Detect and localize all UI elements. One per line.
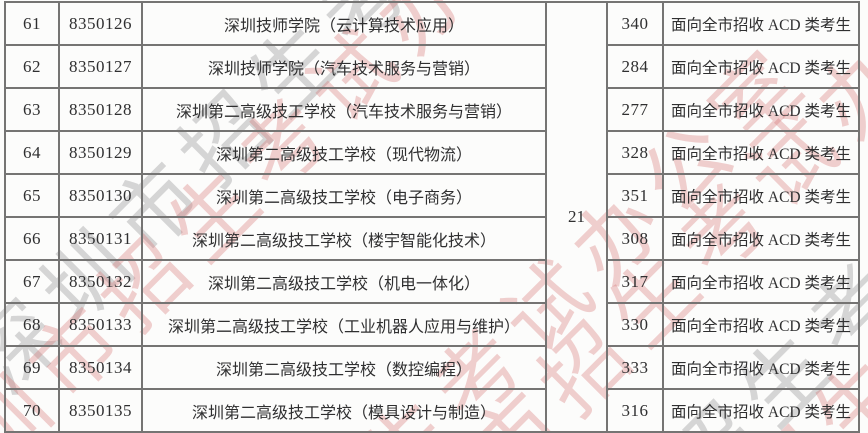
row-number-cell: 63 bbox=[4, 87, 60, 132]
table-row: 64 8350129 深圳第二高级技工学校（现代物流） 328 面向全市招收 A… bbox=[4, 130, 860, 175]
recruit-note-cell: 面向全市招收 ACD 类考生 bbox=[662, 302, 860, 347]
recruit-note-cell: 面向全市招收 ACD 类考生 bbox=[662, 173, 860, 218]
row-number-cell: 61 bbox=[4, 1, 60, 46]
table-row: 66 8350131 深圳第二高级技工学校（楼宇智能化技术） 308 面向全市招… bbox=[4, 216, 860, 261]
school-code-cell: 8350133 bbox=[58, 302, 143, 347]
table-row: 67 8350132 深圳第二高级技工学校（机电一体化） 317 面向全市招收 … bbox=[4, 259, 860, 304]
table-row: 69 8350134 深圳第二高级技工学校（数控编程） 333 面向全市招收 A… bbox=[4, 345, 860, 390]
recruit-note-cell: 面向全市招收 ACD 类考生 bbox=[662, 87, 860, 132]
table-row: 68 8350133 深圳第二高级技工学校（工业机器人应用与维护） 330 面向… bbox=[4, 302, 860, 347]
recruit-note-cell: 面向全市招收 ACD 类考生 bbox=[662, 388, 860, 433]
row-number-cell: 66 bbox=[4, 216, 60, 261]
plan-count-cell: 333 bbox=[606, 345, 664, 390]
school-name-cell: 深圳第二高级技工学校（现代物流） bbox=[141, 130, 547, 175]
plan-count-cell: 317 bbox=[606, 259, 664, 304]
school-code-cell: 8350130 bbox=[58, 173, 143, 218]
row-number-cell: 62 bbox=[4, 44, 60, 89]
recruit-note-cell: 面向全市招收 ACD 类考生 bbox=[662, 259, 860, 304]
plan-count-cell: 277 bbox=[606, 87, 664, 132]
row-number-cell: 68 bbox=[4, 302, 60, 347]
school-name-cell: 深圳第二高级技工学校（机电一体化） bbox=[141, 259, 547, 304]
row-number-cell: 70 bbox=[4, 388, 60, 433]
plan-count-cell: 284 bbox=[606, 44, 664, 89]
plan-count-cell: 330 bbox=[606, 302, 664, 347]
table-row: 61 8350126 深圳技师学院（云计算技术应用） 21 340 面向全市招收… bbox=[4, 1, 860, 433]
plan-count-cell: 340 bbox=[606, 1, 664, 46]
school-code-cell: 8350134 bbox=[58, 345, 143, 390]
recruit-note-cell: 面向全市招收 ACD 类考生 bbox=[662, 345, 860, 390]
school-name-cell: 深圳第二高级技工学校（楼宇智能化技术） bbox=[141, 216, 547, 261]
school-code-cell: 8350127 bbox=[58, 44, 143, 89]
row-number-cell: 67 bbox=[4, 259, 60, 304]
school-code-cell: 8350132 bbox=[58, 259, 143, 304]
row-number-cell: 64 bbox=[4, 130, 60, 175]
plan-count-cell: 328 bbox=[606, 130, 664, 175]
table-row: 65 8350130 深圳第二高级技工学校（电子商务） 351 面向全市招收 A… bbox=[4, 173, 860, 218]
plan-count-cell: 351 bbox=[606, 173, 664, 218]
recruit-note-cell: 面向全市招收 ACD 类考生 bbox=[662, 44, 860, 89]
school-code-cell: 8350126 bbox=[58, 1, 143, 46]
school-code-cell: 8350128 bbox=[58, 87, 143, 132]
table-row: 62 8350127 深圳技师学院（汽车技术服务与营销） 284 面向全市招收 … bbox=[4, 44, 860, 89]
school-name-cell: 深圳第二高级技工学校（汽车技术服务与营销） bbox=[141, 87, 547, 132]
table-row: 70 8350135 深圳第二高级技工学校（模具设计与制造） 316 面向全市招… bbox=[4, 388, 860, 433]
recruit-note-cell: 面向全市招收 ACD 类考生 bbox=[662, 130, 860, 175]
recruit-note-cell: 面向全市招收 ACD 类考生 bbox=[662, 216, 860, 261]
table-row: 63 8350128 深圳第二高级技工学校（汽车技术服务与营销） 277 面向全… bbox=[4, 87, 860, 132]
school-code-cell: 8350131 bbox=[58, 216, 143, 261]
admissions-plan-table: 61 8350126 深圳技师学院（云计算技术应用） 21 340 面向全市招收… bbox=[4, 1, 860, 433]
merged-group-count-cell: 21 bbox=[545, 1, 608, 433]
school-code-cell: 8350135 bbox=[58, 388, 143, 433]
school-name-cell: 深圳第二高级技工学校（数控编程） bbox=[141, 345, 547, 390]
school-name-cell: 深圳第二高级技工学校（工业机器人应用与维护） bbox=[141, 302, 547, 347]
row-number-cell: 69 bbox=[4, 345, 60, 390]
school-name-cell: 深圳第二高级技工学校（电子商务） bbox=[141, 173, 547, 218]
school-name-cell: 深圳技师学院（汽车技术服务与营销） bbox=[141, 44, 547, 89]
row-number-cell: 65 bbox=[4, 173, 60, 218]
plan-count-cell: 316 bbox=[606, 388, 664, 433]
school-code-cell: 8350129 bbox=[58, 130, 143, 175]
school-name-cell: 深圳第二高级技工学校（模具设计与制造） bbox=[141, 388, 547, 433]
recruit-note-cell: 面向全市招收 ACD 类考生 bbox=[662, 1, 860, 46]
school-name-cell: 深圳技师学院（云计算技术应用） bbox=[141, 1, 547, 46]
plan-count-cell: 308 bbox=[606, 216, 664, 261]
